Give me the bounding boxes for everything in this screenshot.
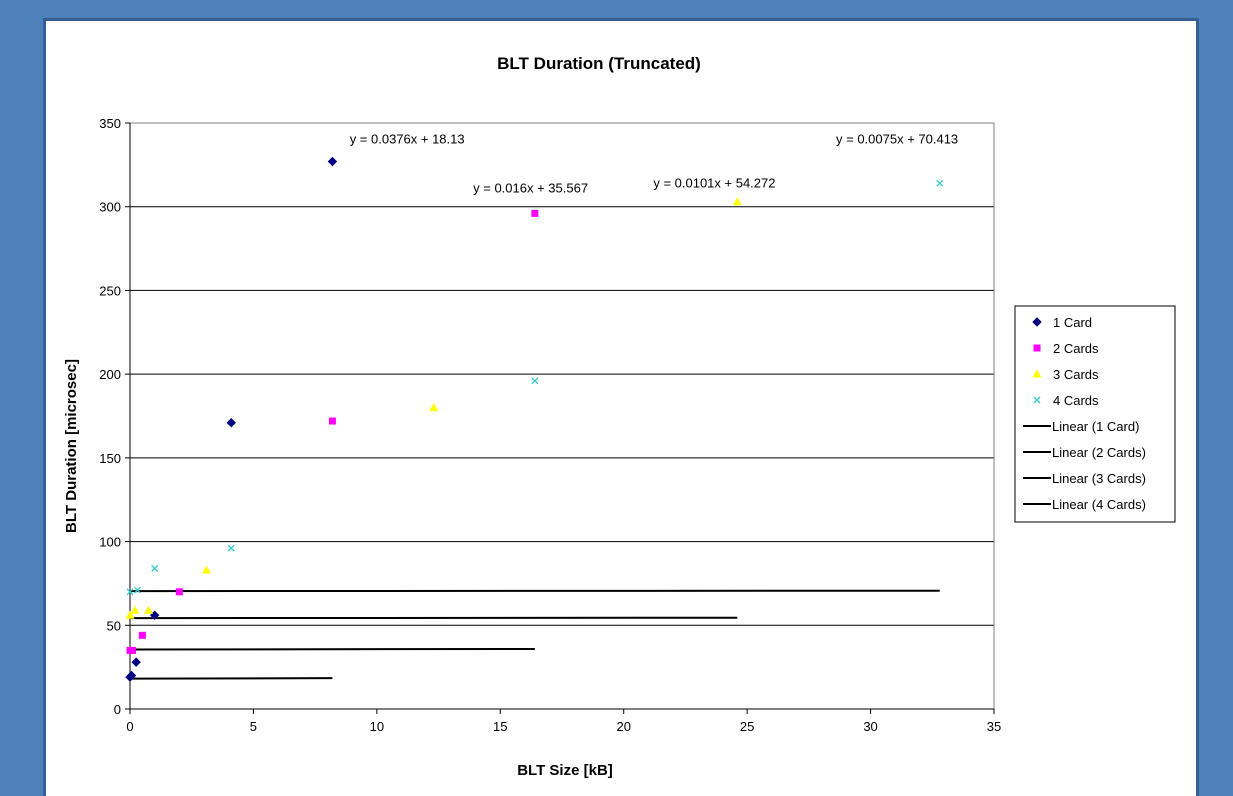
trendline-equation-2: y = 0.016x + 35.567 [473,180,588,195]
x-marker-stroke [133,586,141,594]
y-tick-label: 250 [99,283,121,298]
legend-label: 4 Cards [1053,393,1099,408]
data-point-series-4 [151,564,159,572]
legend-label: Linear (2 Cards) [1052,445,1146,460]
trendline-equation-3: y = 0.0101x + 54.272 [653,175,775,190]
axis-ticks: 0 50 100 150 200 250 300 350 0 5 10 15 20 25 30 35 [99,116,1001,734]
x-tick-label: 5 [250,719,257,734]
y-tick-label: 0 [114,702,121,717]
x-marker-stroke [1033,396,1041,404]
legend-marker [1032,369,1042,378]
trendline-equation-4: y = 0.0075x + 70.413 [836,132,958,147]
x-marker-stroke [936,179,944,187]
x-marker-stroke [151,564,159,572]
x-tick-label: 0 [126,719,133,734]
y-tick-label: 200 [99,367,121,382]
data-point-series-4 [126,588,134,596]
y-tick-label: 150 [99,451,121,466]
data-point-series-2 [128,646,136,654]
data-point-series-4 [531,377,539,385]
data-points [125,156,944,682]
legend-label: Linear (4 Cards) [1052,497,1146,512]
x-axis-label: BLT Size [kB] [517,762,613,779]
legend-label: Linear (1 Card) [1052,419,1139,434]
x-tick-label: 35 [987,719,1001,734]
trendline-equation-1: y = 0.0376x + 18.13 [350,132,465,147]
data-point-series-1 [126,670,137,681]
chart-title: BLT Duration (Truncated) [497,54,701,73]
data-point-series-2 [138,631,146,639]
data-point-series-3 [144,605,154,614]
plot-area [129,122,995,710]
data-point-series-4 [133,586,141,594]
y-axis-label: BLT Duration [microsec] [63,359,80,533]
legend-marker [1032,317,1042,327]
data-point-series-3 [125,610,135,619]
data-point-series-1 [131,657,141,667]
chart-frame: BLT Duration (Truncated) BLT Size [kB] B… [43,18,1199,796]
data-point-series-2 [328,417,336,425]
legend-label: 3 Cards [1053,367,1099,382]
y-tick-label: 100 [99,535,121,550]
legend-marker [1033,344,1041,352]
legend-label: 1 Card [1053,315,1092,330]
y-tick-label: 350 [99,116,121,131]
x-marker-stroke [227,544,235,552]
x-marker-stroke [126,588,134,596]
y-tick-label: 50 [107,618,121,633]
legend-marker [1033,396,1041,404]
data-point-series-3 [732,197,742,206]
gridlines [130,206,994,626]
data-point-series-2 [175,588,183,596]
data-point-series-4 [936,179,944,187]
x-tick-label: 15 [493,719,507,734]
trendlines [129,589,940,680]
x-tick-label: 20 [616,719,630,734]
data-point-series-1 [327,156,338,167]
y-tick-label: 300 [99,200,121,215]
legend: 1 Card 2 Cards 3 Cards 4 Cards Linear (1 Car… [1014,305,1176,523]
data-point-series-3 [130,605,140,614]
trendline-1 [129,677,333,680]
legend-box [1014,305,1176,523]
x-tick-label: 30 [863,719,877,734]
trendline-equations: y = 0.0376x + 18.13 y = 0.016x + 35.567 y … [350,132,958,196]
data-point-series-3 [202,565,212,574]
data-point-series-1 [226,417,236,428]
data-point-series-4 [227,544,235,552]
data-point-series-3 [429,403,439,412]
legend-label: Linear (3 Cards) [1052,471,1146,486]
chart-canvas: BLT Duration (Truncated) BLT Size [kB] B… [63,54,1176,779]
x-marker-stroke [531,377,539,385]
legend-label: 2 Cards [1053,341,1099,356]
x-tick-label: 10 [370,719,384,734]
data-point-series-2 [531,209,539,217]
x-tick-label: 25 [740,719,754,734]
